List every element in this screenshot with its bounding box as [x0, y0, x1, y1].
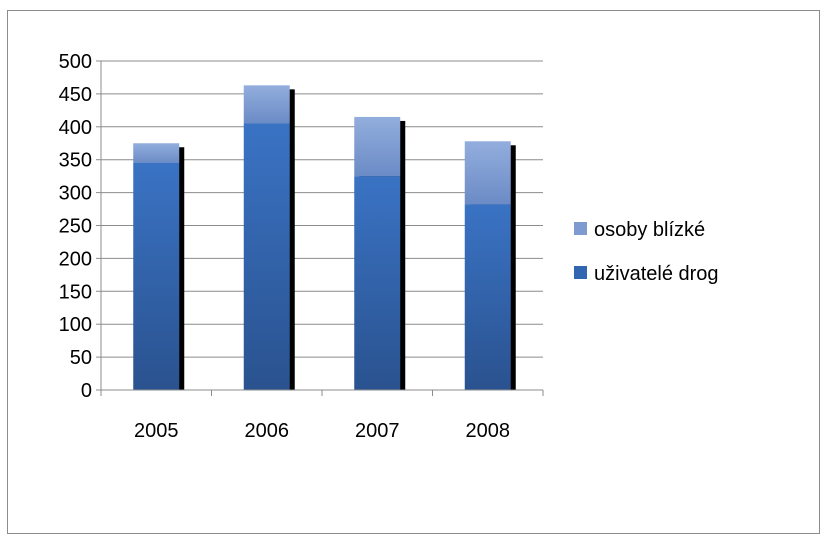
x-tick-label: 2005: [134, 420, 179, 442]
legend-label: uživatelé drog: [594, 263, 719, 285]
bar-uzivatele-drog-2007: [354, 176, 401, 390]
y-tick-label: 150: [59, 281, 92, 303]
bar-osoby-blizke-2005: [133, 143, 180, 163]
legend: osoby blízké uživatelé drog: [574, 219, 719, 285]
y-tick-label: 250: [59, 216, 92, 238]
x-tick-label: 2007: [355, 420, 400, 442]
y-tick-label: 450: [59, 84, 92, 106]
bar-osoby-blizke-2006: [243, 85, 290, 124]
y-tick-label: 350: [59, 150, 92, 172]
y-tick-label: 200: [59, 248, 92, 270]
bar-uzivatele-drog-2008: [464, 204, 511, 390]
legend-swatch: [574, 266, 587, 279]
legend-swatch: [574, 222, 587, 235]
x-tick-label: 2008: [466, 420, 511, 442]
x-tick-label: 2006: [245, 420, 290, 442]
y-tick-label: 0: [81, 380, 92, 402]
y-tick-label: 100: [59, 314, 92, 336]
y-tick-label: 50: [70, 347, 92, 369]
y-axis-tick-labels: 0 50 100 150 200 250 300 350 400 450 500: [59, 51, 92, 402]
bar-uzivatele-drog-2006: [243, 123, 290, 390]
bar-osoby-blizke-2007: [354, 116, 401, 177]
y-tick-label: 400: [59, 117, 92, 139]
x-axis-tick-labels: 2005 2006 2007 2008: [134, 420, 510, 442]
axes: [96, 60, 544, 396]
bars: [133, 85, 516, 391]
bar-osoby-blizke-2008: [464, 141, 511, 205]
y-tick-label: 500: [59, 51, 92, 73]
y-tick-label: 300: [59, 183, 92, 205]
bar-uzivatele-drog-2005: [133, 162, 180, 390]
legend-label: osoby blízké: [594, 219, 705, 241]
